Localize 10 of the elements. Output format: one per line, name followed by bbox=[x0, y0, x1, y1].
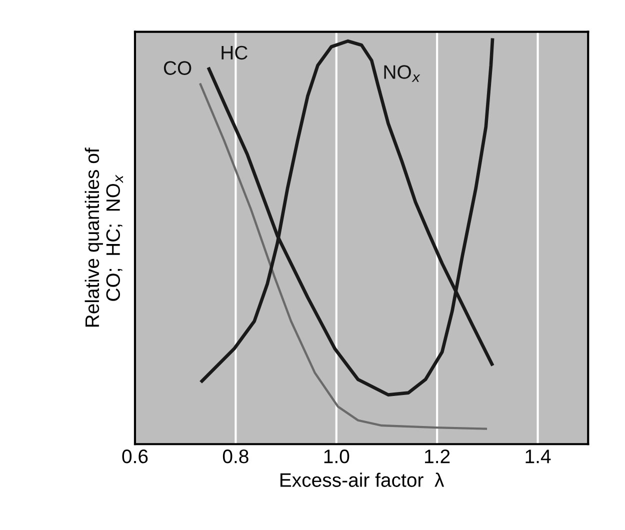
x-tick-label: 1.0 bbox=[324, 450, 350, 464]
x-tick-label: 1.2 bbox=[425, 450, 450, 464]
x-tick-label: 1.4 bbox=[526, 450, 551, 464]
x-tick-label: 0.6 bbox=[122, 450, 148, 464]
series-label: HC bbox=[222, 46, 248, 60]
x-tick-label: 0.8 bbox=[222, 450, 248, 464]
x-axis-title: Excess-air factor λ bbox=[280, 472, 444, 487]
series-label: NO$_{x}$ bbox=[384, 65, 420, 82]
series-label: CO bbox=[164, 61, 192, 75]
y-axis-title: Relative quantities of CO; HC; NO$_{x}$ bbox=[84, 148, 124, 327]
